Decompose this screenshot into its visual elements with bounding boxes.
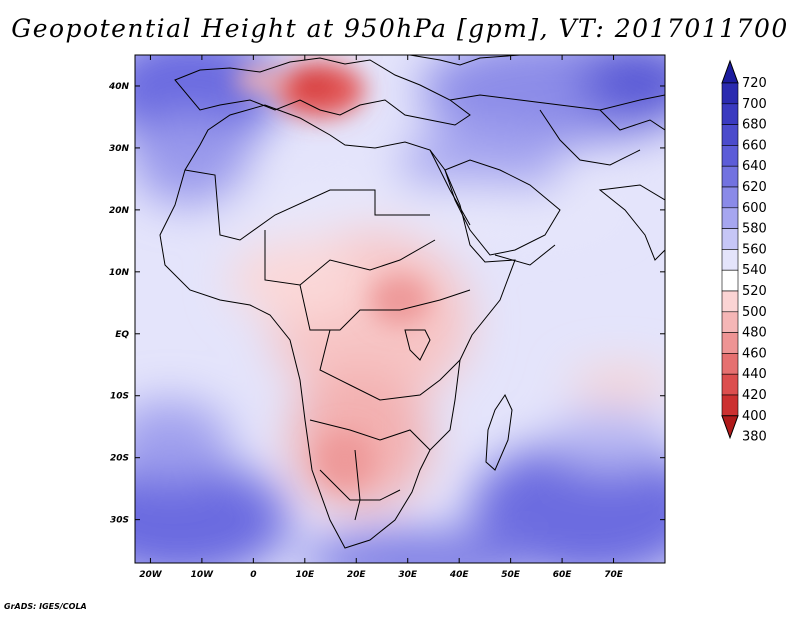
lon-label: 10E — [295, 570, 315, 580]
lat-label: 10S — [110, 392, 129, 402]
colorbar-label: 520 — [742, 284, 767, 299]
lat-label: EQ — [115, 330, 129, 340]
lat-label: 30S — [110, 516, 129, 526]
colorbar-swatch — [721, 290, 739, 313]
axis-ticks — [135, 55, 665, 563]
colorbar-label: 460 — [742, 346, 767, 361]
lat-label: 20S — [110, 454, 129, 464]
colorbar-label: 600 — [742, 201, 767, 216]
lon-label: 50E — [501, 570, 521, 580]
colorbar-swatch — [721, 394, 739, 417]
colorbar-label: 480 — [742, 326, 767, 341]
grads-credit: GrADS: IGES/COLA — [4, 602, 87, 611]
colorbar-swatch — [721, 311, 739, 333]
colorbar-label: 400 — [742, 409, 767, 424]
lon-label: 20W — [139, 570, 163, 580]
colorbar-swatch — [721, 165, 739, 188]
lat-label: 20N — [109, 206, 130, 216]
colorbar-label: 500 — [742, 305, 767, 320]
coastlines — [159, 55, 665, 549]
colorbar-label: 560 — [742, 242, 767, 257]
colorbar-swatch — [721, 186, 739, 209]
colorbar-swatch — [721, 228, 739, 250]
plot-frame — [134, 54, 666, 564]
colorbar-label: 580 — [742, 222, 767, 237]
colorbar-swatch — [721, 124, 739, 146]
colorbar-swatch — [721, 249, 739, 271]
colorbar-bottom-arrow — [721, 415, 739, 440]
colorbar-top-arrow — [721, 59, 739, 84]
colorbar-label: 720 — [742, 76, 767, 91]
colorbar-label: 420 — [742, 388, 767, 403]
lon-label: 60E — [553, 570, 573, 580]
colorbar-swatch — [721, 332, 739, 354]
colorbar-swatch — [721, 353, 739, 375]
lon-label: 30E — [398, 570, 418, 580]
longitude-labels: 20W 10W 0 10E 20E 30E 40E 50E 60E 70E — [139, 570, 624, 580]
height-field — [135, 55, 665, 563]
lat-label: 10N — [109, 268, 130, 278]
lon-label: 10W — [191, 570, 215, 580]
latitude-labels: 40N 30N 20N 10N EQ 10S 20S 30S — [108, 82, 130, 526]
colorbar-swatch — [721, 82, 739, 105]
colorbar-label: 540 — [742, 263, 767, 278]
colorbar-label: 440 — [742, 367, 767, 382]
lon-label: 0 — [250, 570, 256, 580]
lon-label: 40E — [449, 570, 470, 580]
colorbar-swatch — [721, 145, 739, 167]
lat-label: 30N — [109, 144, 130, 154]
colorbar-label: 700 — [742, 97, 767, 112]
lon-label: 70E — [604, 570, 624, 580]
colorbar-label: 380 — [742, 430, 767, 445]
colorbar-label: 640 — [742, 159, 767, 174]
colorbar-label: 660 — [742, 138, 767, 153]
colorbar-swatch — [721, 373, 739, 396]
colorbar-swatch — [721, 103, 739, 125]
colorbar: 720 700 680 660 640 620 600 580 560 540 520 500 480 4… — [721, 59, 767, 445]
colorbar-swatch — [721, 207, 739, 229]
lat-label: 40N — [108, 82, 130, 92]
colorbar-label: 680 — [742, 118, 767, 133]
lon-label: 20E — [347, 570, 367, 580]
colorbar-label: 620 — [742, 180, 767, 195]
map-title: Geopotential Height at 950hPa [gpm], VT:… — [11, 14, 789, 43]
colorbar-swatch — [721, 269, 739, 292]
